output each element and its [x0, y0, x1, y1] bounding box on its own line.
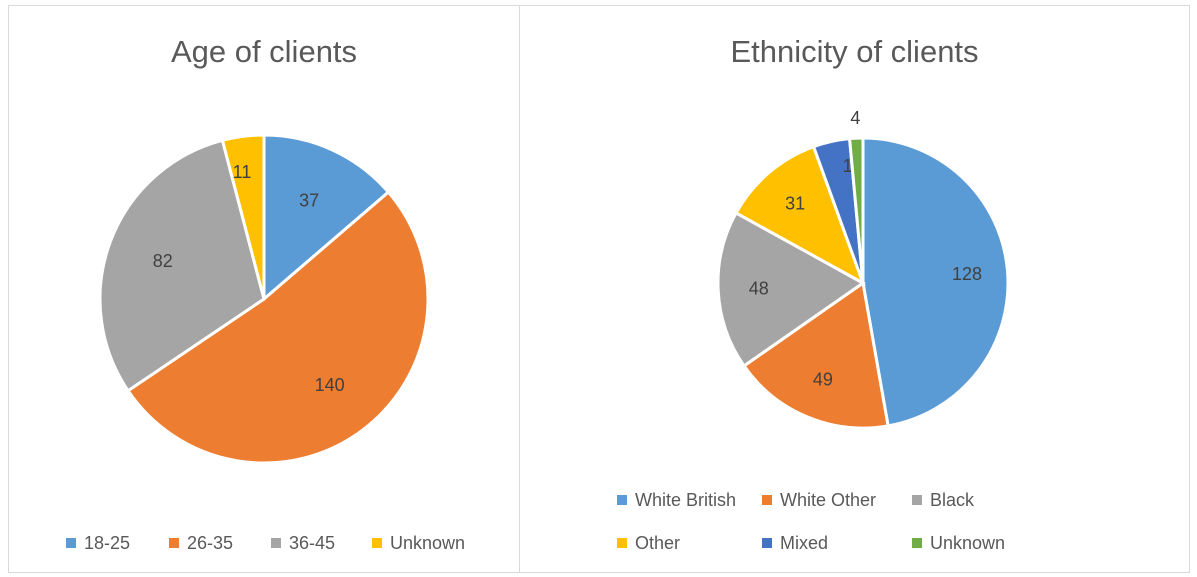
data-label: 37: [299, 191, 319, 211]
legend-item: 26-35: [169, 533, 233, 554]
legend-label: 36-45: [289, 533, 336, 553]
data-label: 128: [952, 264, 982, 284]
age-pie-chart: 37 140 82 11: [98, 133, 430, 465]
data-label: 4: [850, 108, 860, 128]
legend-swatch: [372, 538, 382, 548]
ethnicity-chart-panel: Ethnicity of clients 128494831114 White …: [519, 5, 1190, 573]
legend-label: Mixed: [780, 533, 829, 553]
legend-item: White British: [617, 490, 736, 511]
legend-item: 36-45: [271, 533, 335, 554]
legend-item: Unknown: [912, 533, 1005, 554]
ethnicity-pie-chart: 128494831114: [716, 108, 1010, 430]
age-chart-panel: Age of clients 37 140 82 11 18-25 26-35 36-45…: [8, 5, 520, 573]
legend-label: 26-35: [187, 533, 234, 553]
legend-item: Black: [912, 490, 974, 511]
legend-swatch: [912, 538, 922, 548]
chart-title: Age of clients: [170, 34, 358, 69]
pie-slice-white-british: [861, 136, 1010, 428]
pie-slice-unknown: [847, 136, 865, 284]
legend-swatch: [271, 538, 281, 548]
pie-slice-black: [716, 210, 866, 368]
data-label: 48: [749, 278, 769, 298]
pie-slice-other: [734, 144, 866, 287]
legend-swatch: [169, 538, 179, 548]
legend-item: 18-25: [66, 533, 130, 554]
legend-swatch: [617, 495, 627, 505]
legend-label: Unknown: [930, 533, 1006, 553]
legend-item: Unknown: [372, 533, 465, 554]
legend-swatch: [762, 495, 772, 505]
legend-swatch: [912, 495, 922, 505]
data-label: 31: [785, 194, 805, 214]
data-label: 49: [813, 369, 833, 389]
legend-item: Mixed: [762, 533, 828, 554]
data-label: 140: [315, 375, 345, 395]
chart-title: Ethnicity of clients: [730, 34, 979, 69]
legend-label: Unknown: [390, 533, 466, 553]
legend-label: Other: [635, 533, 681, 553]
legend-label: White Other: [780, 490, 877, 510]
pie-slice-18-25: [262, 133, 391, 303]
pie-slice-36-45: [98, 138, 266, 393]
legend-label: Black: [930, 490, 975, 510]
legend-label: 18-25: [84, 533, 131, 553]
legend-label: White British: [635, 490, 737, 510]
legend-swatch: [66, 538, 76, 548]
legend-swatch: [762, 538, 772, 548]
data-label: 11: [233, 162, 252, 182]
pie-slice-white-other: [741, 280, 890, 430]
legend-item: Other: [617, 533, 680, 554]
legend-swatch: [617, 538, 627, 548]
legend-item: White Other: [762, 490, 876, 511]
data-label: 82: [153, 251, 173, 271]
pie-slice-26-35: [125, 190, 430, 465]
pie-slice-unknown: [220, 133, 266, 300]
